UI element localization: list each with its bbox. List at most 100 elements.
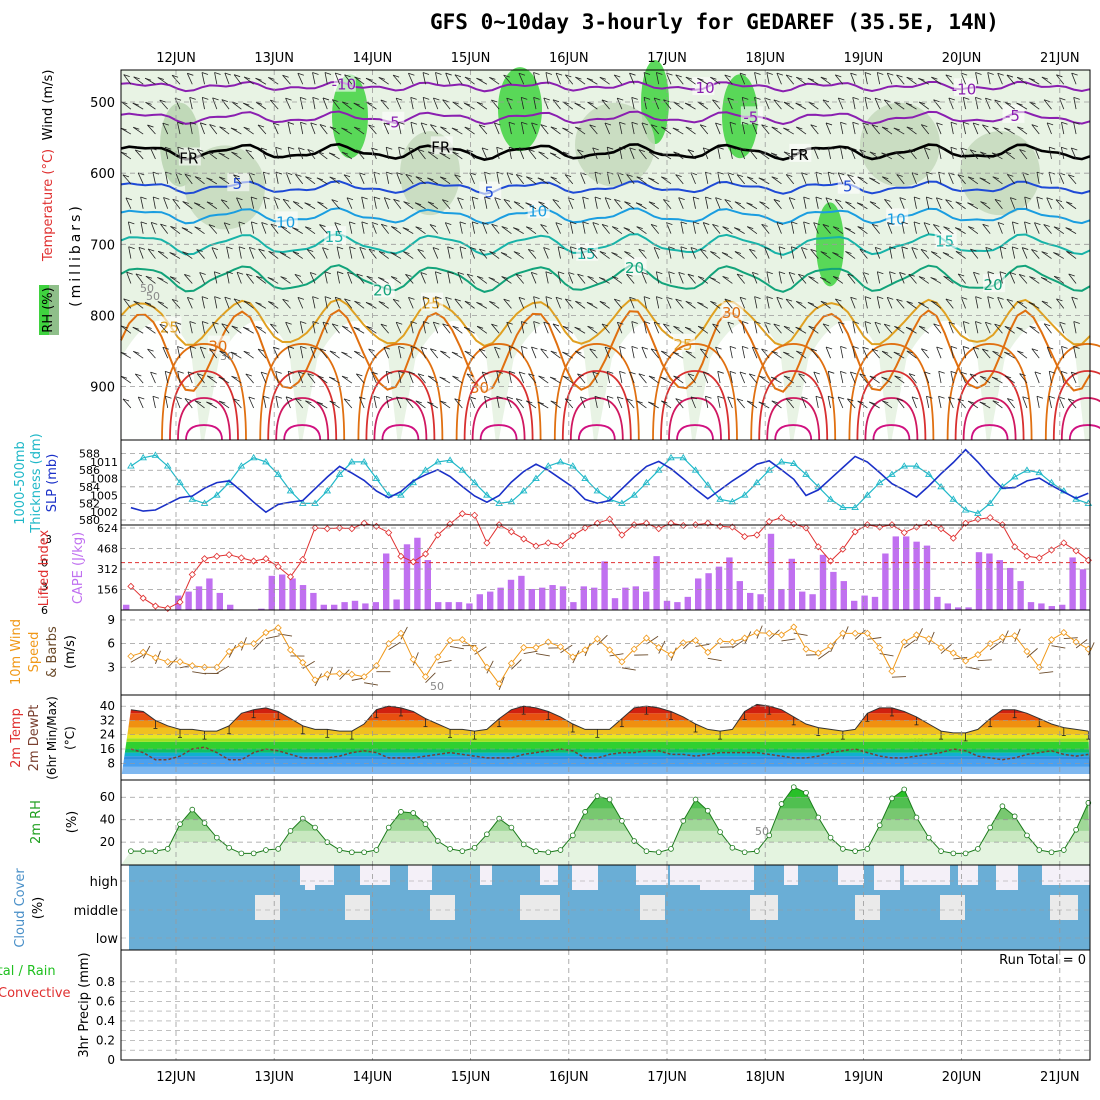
wind-barb — [464, 76, 475, 85]
warm-isotherm — [758, 370, 829, 441]
wind-barb — [991, 376, 1003, 384]
wind-barb-flag — [594, 171, 602, 175]
wind-barb-flag — [973, 122, 980, 126]
precip-axis-label: 3hr Precip (mm) — [77, 952, 92, 1057]
wind-barb — [552, 99, 561, 110]
wind-barb — [263, 196, 267, 209]
temp-tick-label: 8 — [107, 756, 115, 770]
wind-barb — [245, 149, 254, 160]
wind-barb-flag — [393, 298, 400, 302]
wind-barb — [1065, 227, 1077, 235]
wind-barb-flag — [607, 146, 614, 150]
wind-barb-flag — [442, 99, 449, 103]
wind-barb-flag — [1034, 147, 1041, 151]
wind-barb-flag — [398, 146, 405, 150]
wind-barb-flag — [538, 201, 545, 205]
wind-barb — [710, 251, 721, 259]
wind-barb — [322, 321, 328, 334]
wind-barb — [611, 226, 623, 234]
wind-barb-flag — [1071, 296, 1078, 300]
wind-barb-flag — [1054, 275, 1061, 279]
wind-barb — [717, 172, 721, 184]
wind-barb-flag — [513, 251, 521, 254]
wind-barb — [201, 72, 205, 85]
wind-barb — [331, 323, 340, 334]
wind-barb-flag — [882, 350, 889, 354]
wind-barb — [221, 99, 230, 110]
wind-barb-flag — [999, 246, 1007, 250]
wind-barb — [508, 371, 512, 384]
wind-barb-flag — [908, 149, 916, 152]
li-point — [974, 515, 982, 523]
thickness-point — [237, 462, 246, 469]
wind-barb-flag — [256, 275, 263, 279]
wind-barb — [1073, 97, 1077, 110]
wind-barb-flag — [454, 298, 461, 302]
wind-barb-flag — [975, 296, 982, 299]
rh-point — [606, 796, 613, 803]
wind-barb-flag — [874, 97, 882, 101]
wind-barb-flag — [329, 376, 336, 380]
thickness-point — [716, 495, 724, 502]
wind-barb-flag — [673, 325, 680, 329]
wind-barb-flag — [742, 121, 749, 125]
cloud-gap-high — [360, 865, 390, 885]
wind-barb — [931, 251, 942, 259]
warm-isotherm — [561, 370, 632, 441]
wind-barb — [575, 350, 586, 359]
wind-barb — [125, 197, 132, 209]
wind-barb-flag — [703, 371, 710, 375]
wind-barb — [263, 172, 267, 184]
rh-point — [582, 809, 588, 815]
wind-barb — [653, 322, 660, 334]
wind-barb — [813, 371, 819, 384]
wind-barb-flag — [938, 146, 945, 150]
wind-barb — [365, 302, 377, 309]
warm-isotherm — [774, 424, 813, 441]
wind-barb-flag — [295, 173, 302, 177]
cape-bar — [279, 574, 286, 610]
wind-barb — [471, 196, 475, 209]
wind-barb — [162, 347, 169, 359]
wind-barb-flag — [454, 174, 461, 178]
wind-barb-flag — [353, 326, 360, 330]
pressure-tick-label: 500 — [90, 96, 115, 111]
wind-barb — [820, 300, 831, 309]
wind-barb — [930, 277, 942, 284]
wind-barb — [292, 201, 303, 210]
wind-barb — [233, 74, 242, 85]
wind-barb — [766, 72, 770, 85]
isotherm-label: 15 — [325, 228, 344, 246]
wind-barb — [528, 149, 537, 160]
wind-barb-flag — [758, 177, 765, 181]
wind-barb-flag — [329, 350, 337, 354]
wind-barb-flag — [703, 222, 710, 225]
wind-barb-flag — [736, 174, 744, 177]
wind-barb-flag — [218, 152, 225, 156]
thickness-point — [176, 478, 184, 486]
wind-barb-flag — [574, 102, 581, 106]
wind-barb-flag — [454, 74, 462, 78]
wind-barb — [451, 127, 463, 135]
precip-tick-label: 0.2 — [96, 1033, 115, 1047]
wind-barb-flag — [857, 400, 864, 404]
wind-barb-flag — [889, 271, 896, 275]
wind-barb — [692, 221, 696, 234]
wind-barb — [936, 346, 942, 359]
rh-point — [1024, 832, 1030, 839]
cape-bar — [736, 581, 743, 610]
wind-barb — [346, 197, 353, 209]
wind-barb-flag — [565, 298, 572, 302]
wind-barb-flag — [342, 101, 349, 105]
wind-barb — [213, 271, 218, 284]
thickness-line — [130, 454, 1089, 515]
wind-barb — [292, 251, 303, 259]
wind-barb-flag — [850, 371, 857, 375]
wind-barb — [950, 147, 954, 160]
wind-barb-flag — [936, 122, 943, 126]
wind-barb — [464, 326, 475, 334]
rh-legend-swatch — [49, 285, 59, 335]
wind-barb-flag — [783, 375, 791, 379]
wind-barb — [626, 174, 635, 185]
wind-speed-point — [188, 662, 196, 670]
